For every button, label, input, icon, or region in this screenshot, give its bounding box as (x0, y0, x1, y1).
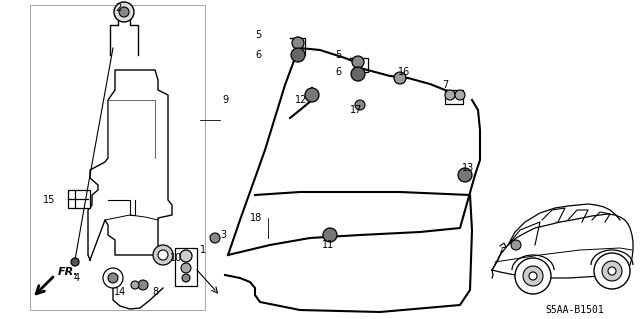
Text: 16: 16 (398, 67, 410, 77)
Text: 9: 9 (222, 95, 228, 105)
Text: 10: 10 (170, 253, 182, 263)
Circle shape (138, 280, 148, 290)
Text: S5AA-B1501: S5AA-B1501 (546, 305, 604, 315)
Circle shape (594, 253, 630, 289)
Text: 18: 18 (250, 213, 262, 223)
Circle shape (108, 273, 118, 283)
Circle shape (511, 240, 521, 250)
Text: 7: 7 (442, 80, 448, 90)
Circle shape (523, 266, 543, 286)
Polygon shape (492, 214, 633, 278)
Circle shape (608, 267, 616, 275)
Circle shape (355, 100, 365, 110)
Text: 11: 11 (322, 240, 334, 250)
Circle shape (181, 263, 191, 273)
Text: 6: 6 (335, 67, 341, 77)
Circle shape (153, 245, 173, 265)
Circle shape (323, 228, 337, 242)
Bar (175, 248, 197, 286)
Circle shape (455, 90, 465, 100)
Circle shape (394, 72, 406, 84)
Circle shape (458, 168, 472, 182)
Circle shape (180, 250, 192, 262)
Text: 8: 8 (152, 287, 158, 297)
Bar (445, 90, 463, 104)
Circle shape (305, 88, 319, 102)
Circle shape (71, 258, 79, 266)
Text: 13: 13 (462, 163, 474, 173)
Circle shape (445, 90, 455, 100)
Text: 15: 15 (43, 195, 55, 205)
Text: FR.: FR. (58, 267, 79, 277)
Text: 6: 6 (255, 50, 261, 60)
Circle shape (182, 274, 190, 282)
Bar (68, 190, 90, 208)
Text: 17: 17 (350, 105, 362, 115)
Circle shape (291, 48, 305, 62)
Bar (30, 5, 205, 310)
Circle shape (103, 268, 123, 288)
Circle shape (158, 250, 168, 260)
Circle shape (515, 258, 551, 294)
Circle shape (114, 2, 134, 22)
Circle shape (602, 261, 622, 281)
Circle shape (131, 281, 139, 289)
Circle shape (292, 37, 304, 49)
Text: 4: 4 (74, 273, 80, 283)
Circle shape (352, 56, 364, 68)
Text: 3: 3 (220, 230, 226, 240)
Circle shape (351, 67, 365, 81)
Text: 2: 2 (115, 3, 121, 13)
Text: 12: 12 (295, 95, 307, 105)
Text: 5: 5 (335, 50, 341, 60)
Circle shape (119, 7, 129, 17)
Circle shape (210, 233, 220, 243)
Polygon shape (88, 70, 172, 260)
Circle shape (529, 272, 537, 280)
Text: 1: 1 (200, 245, 206, 255)
Text: 5: 5 (255, 30, 261, 40)
Text: 14: 14 (114, 287, 126, 297)
